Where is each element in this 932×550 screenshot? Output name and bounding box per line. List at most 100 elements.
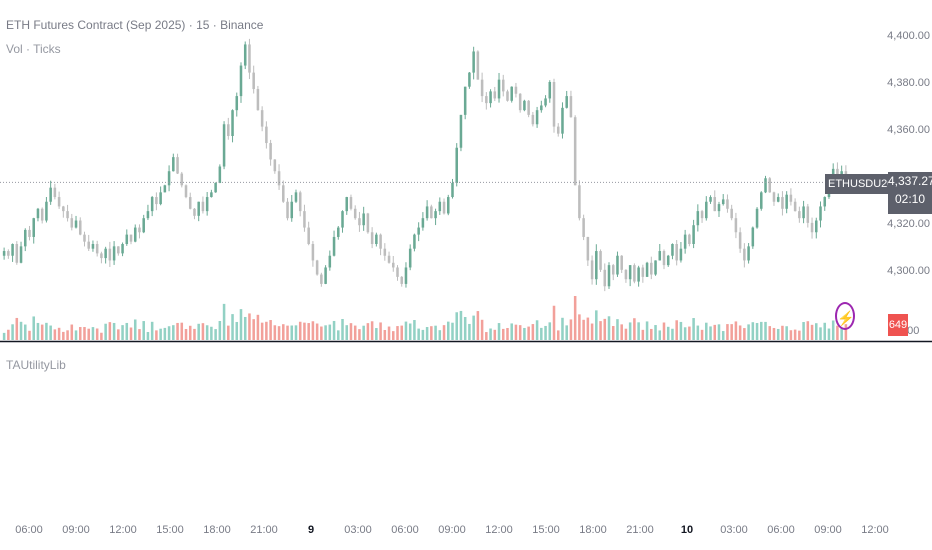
candle-body: [49, 187, 52, 202]
volume-bar: [645, 321, 649, 340]
volume-bar: [666, 326, 670, 340]
x-tick-label: 03:00: [344, 524, 372, 536]
candle-body: [370, 232, 374, 244]
volume-bar: [392, 331, 395, 340]
volume-bar: [45, 322, 48, 340]
volume-bar: [248, 313, 251, 340]
volume-bar: [57, 327, 61, 340]
candle-body: [641, 267, 645, 277]
volume-bar: [328, 324, 332, 340]
candle-body: [459, 114, 463, 148]
candle-body: [408, 248, 412, 268]
symbol-tag: ETHUSDU2025: [825, 174, 909, 194]
volume-bar: [172, 325, 175, 340]
volume-bar: [836, 325, 839, 340]
candle-body: [806, 206, 810, 223]
volume-bar: [400, 325, 404, 340]
volume-bar: [798, 330, 801, 340]
volume-bar: [662, 322, 666, 340]
candle-body: [726, 199, 729, 209]
volume-bar: [129, 327, 133, 340]
volume-bar: [485, 332, 488, 340]
candle-body: [138, 227, 141, 233]
volume-bar: [561, 317, 564, 340]
volume-bar: [671, 328, 674, 340]
lightning-icon[interactable]: ⚡: [835, 302, 855, 330]
candle-body: [104, 248, 107, 259]
volume-bar: [286, 325, 289, 340]
candle-body: [243, 44, 247, 66]
candle-body: [671, 244, 674, 256]
candle-body: [146, 211, 150, 219]
candle-body: [789, 194, 793, 202]
volume-bar: [256, 314, 260, 340]
volume-bar: [117, 329, 120, 340]
candle-body: [518, 93, 522, 111]
indicator-label[interactable]: TAUtilityLib: [6, 358, 66, 372]
volume-bar: [683, 327, 687, 340]
volume-bar: [459, 310, 463, 340]
volume-label: Vol · Ticks: [6, 42, 61, 56]
x-tick-label: 09:00: [814, 524, 842, 536]
y-tick-label: 4,360.00: [887, 124, 930, 136]
candle-body: [28, 229, 31, 237]
volume-bar: [658, 330, 662, 340]
candle-body: [277, 171, 281, 186]
candle-body: [446, 197, 450, 214]
volume-bar: [510, 323, 513, 340]
candle-body: [269, 143, 272, 160]
price-tag-countdown: 02:10: [894, 192, 926, 206]
volume-bar: [556, 330, 560, 340]
volume-bar: [74, 330, 78, 340]
volume-bar: [747, 324, 750, 340]
candle-body: [675, 244, 678, 261]
candle-body: [286, 201, 289, 219]
volume-bar: [738, 325, 742, 340]
candle-body: [654, 260, 657, 275]
candle-body: [57, 197, 61, 207]
volume-bar: [214, 329, 217, 340]
y-axis: 4,400.004,380.004,360.004,340.004,320.00…: [887, 30, 930, 277]
candle-body: [210, 192, 213, 198]
volume-bar: [298, 321, 302, 340]
volume-bar: [112, 322, 116, 340]
volume-bar: [282, 324, 285, 340]
volume-bar: [307, 323, 310, 340]
volume-bar: [705, 322, 708, 340]
candle-body: [303, 211, 306, 228]
candle-body: [70, 218, 74, 228]
candle-body: [755, 208, 759, 228]
candle-body: [510, 86, 513, 101]
candle-body: [167, 171, 171, 186]
volume-bar: [353, 325, 357, 340]
volume-bar: [277, 326, 281, 340]
candle-body: [666, 255, 670, 266]
candle-body: [556, 126, 560, 134]
volume-bar: [205, 325, 209, 340]
volume-bar: [349, 323, 353, 340]
candle-body: [442, 201, 446, 214]
candle-body: [133, 227, 137, 242]
volume-bar: [83, 327, 86, 340]
volume-bar: [91, 327, 95, 340]
volume-bar: [366, 323, 370, 340]
candle-body: [658, 251, 662, 261]
candle-body: [345, 197, 349, 212]
candle-body: [23, 229, 27, 247]
candle-body: [781, 197, 784, 209]
candle-body: [100, 253, 103, 259]
candle-body: [819, 206, 822, 221]
candle-body: [463, 86, 467, 115]
volume-bar: [104, 323, 107, 340]
volume-bar: [36, 322, 40, 340]
candle-body: [260, 110, 264, 127]
volume-bar: [430, 326, 433, 340]
volume-bar: [222, 303, 226, 340]
volume-bar: [163, 327, 167, 340]
candle-body: [544, 98, 547, 106]
candle-body: [40, 208, 44, 221]
volume-bar: [540, 327, 543, 340]
volume-bar: [337, 330, 340, 340]
volume-bar: [599, 321, 602, 340]
